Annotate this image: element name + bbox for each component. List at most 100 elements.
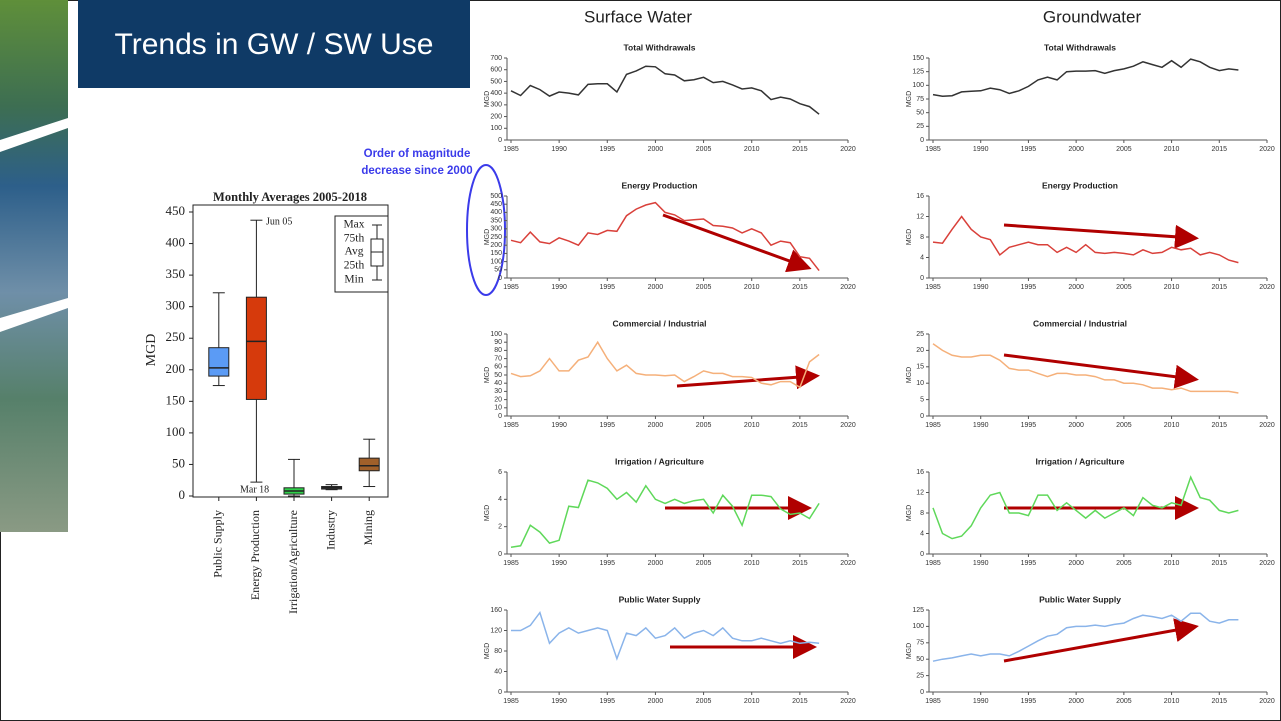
x-tick-label: 1985 [925, 146, 941, 153]
y-tick-label: 16 [916, 193, 924, 200]
x-tick-label: 2000 [648, 146, 664, 153]
y-tick-label: 75 [916, 96, 924, 103]
y-tick-label: 25 [916, 331, 924, 338]
chart-title: Total Withdrawals [623, 42, 695, 52]
x-tick-label: 1995 [1021, 284, 1037, 291]
legend-label: Min [344, 274, 363, 286]
x-tick-label: 1990 [973, 284, 989, 291]
y-axis-label: MGD [144, 334, 159, 367]
x-tick-label: 2015 [792, 422, 808, 429]
x-tick-label: 2005 [1116, 698, 1132, 705]
chart-title: Energy Production [621, 180, 697, 190]
x-tick-label: 2020 [840, 560, 856, 567]
y-tick-label: 8 [920, 234, 924, 241]
legend-label: Max [343, 219, 364, 231]
y-axis-label: MGD [906, 643, 913, 659]
y-tick-label: 500 [490, 193, 502, 200]
x-tick-label: 2000 [1068, 698, 1084, 705]
y-tick-label: 700 [490, 55, 502, 62]
y-tick-label: 150 [490, 250, 502, 257]
x-tick-label: 2020 [1259, 560, 1275, 567]
y-tick-label: 4 [920, 254, 924, 261]
chart-title: Monthly Averages 2005-2018 [213, 190, 367, 204]
y-tick-label: 450 [490, 201, 502, 208]
y-tick-label: 125 [912, 607, 924, 614]
y-tick-label: 250 [490, 234, 502, 241]
x-tick-label: 1995 [1021, 560, 1037, 567]
x-tick-label: 1990 [973, 422, 989, 429]
y-tick-label: 0 [920, 551, 924, 558]
x-tick-label: 2020 [840, 146, 856, 153]
y-tick-label: 50 [172, 455, 185, 470]
y-tick-label: 40 [494, 380, 502, 387]
y-tick-label: 100 [490, 125, 502, 132]
x-tick-label: 2010 [1164, 146, 1180, 153]
y-tick-label: 450 [166, 203, 186, 218]
x-tick-label: 2015 [792, 560, 808, 567]
trend-arrow [1004, 355, 1193, 379]
chart-title: Total Withdrawals [1044, 42, 1116, 52]
column-header: Surface Water [584, 7, 692, 26]
x-tick-label: 2000 [1068, 146, 1084, 153]
x-tick-label: 1990 [551, 146, 567, 153]
y-tick-label: 0 [498, 275, 502, 282]
y-tick-label: 40 [494, 668, 502, 675]
y-tick-label: 6 [498, 469, 502, 476]
x-tick-label: 2010 [744, 284, 760, 291]
x-tick-label: 2020 [840, 698, 856, 705]
x-tick-label: 2010 [1164, 422, 1180, 429]
x-tick-label: 1985 [503, 422, 519, 429]
y-axis-label: MGD [484, 367, 491, 383]
x-tick-label: Public Supply [211, 510, 225, 578]
y-tick-label: 400 [490, 209, 502, 216]
y-tick-label: 0 [920, 413, 924, 420]
x-tick-label: 2000 [648, 284, 664, 291]
y-tick-label: 80 [494, 347, 502, 354]
y-tick-label: 400 [166, 235, 186, 250]
y-tick-label: 100 [490, 331, 502, 338]
x-tick-label: 2005 [1116, 146, 1132, 153]
series-line [511, 613, 819, 659]
y-axis-label: MGD [906, 367, 913, 383]
x-tick-label: 1995 [1021, 698, 1037, 705]
x-tick-label: 2010 [744, 422, 760, 429]
x-tick-label: 2005 [696, 146, 712, 153]
annotation: Order of magnitude [364, 148, 471, 160]
y-tick-label: 125 [912, 69, 924, 76]
y-tick-label: 30 [494, 388, 502, 395]
annotation: Jun 05 [266, 217, 292, 228]
x-tick-label: 2015 [1211, 284, 1227, 291]
box [209, 348, 229, 376]
y-tick-label: 0 [920, 275, 924, 282]
x-tick-label: 1985 [925, 422, 941, 429]
x-tick-label: 2000 [1068, 284, 1084, 291]
x-tick-label: 1995 [599, 560, 615, 567]
y-tick-label: 250 [166, 329, 186, 344]
y-tick-label: 4 [920, 530, 924, 537]
y-tick-label: 400 [490, 90, 502, 97]
x-tick-label: 2000 [648, 560, 664, 567]
chart-title: Irrigation / Agriculture [615, 456, 704, 466]
y-tick-label: 100 [912, 623, 924, 630]
legend-label: Avg [345, 246, 364, 258]
y-tick-label: 50 [916, 110, 924, 117]
y-tick-label: 15 [916, 364, 924, 371]
x-tick-label: 2015 [792, 146, 808, 153]
y-tick-label: 60 [494, 364, 502, 371]
x-tick-label: 1995 [1021, 422, 1037, 429]
annotation: decrease since 2000 [361, 165, 472, 177]
y-tick-label: 300 [490, 226, 502, 233]
y-axis-label: MGD [906, 229, 913, 245]
y-tick-label: 25 [916, 123, 924, 130]
x-tick-label: 2005 [696, 698, 712, 705]
y-tick-label: 150 [912, 55, 924, 62]
x-tick-label: 2000 [1068, 560, 1084, 567]
y-tick-label: 0 [498, 689, 502, 696]
x-tick-label: Industry [323, 510, 337, 550]
y-tick-label: 20 [916, 347, 924, 354]
chart-title: Public Water Supply [1039, 594, 1121, 604]
series-line [933, 59, 1238, 96]
chart-title: Commercial / Industrial [1033, 318, 1127, 328]
x-tick-label: 2015 [792, 698, 808, 705]
x-tick-label: 1995 [599, 698, 615, 705]
